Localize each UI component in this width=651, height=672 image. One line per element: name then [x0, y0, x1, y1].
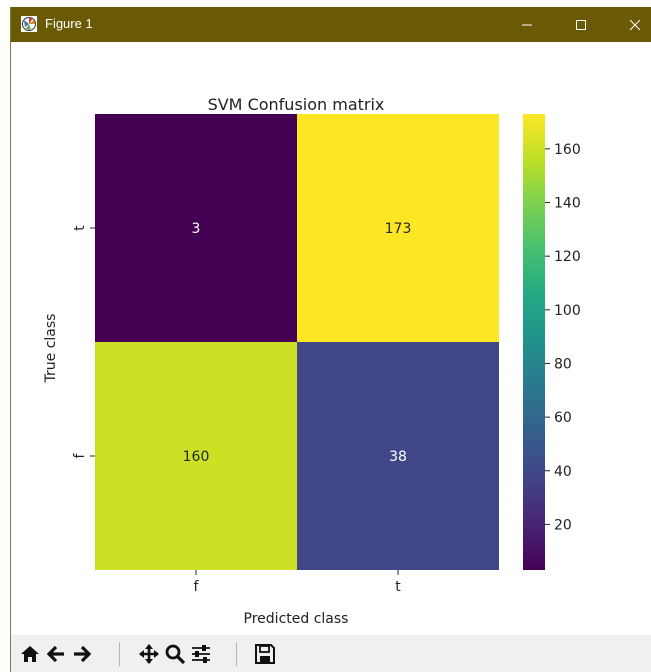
- x-tick-label: f: [194, 579, 200, 595]
- y-axis-label: True class: [43, 314, 59, 384]
- forward-button[interactable]: [69, 641, 95, 667]
- colorbar-tick-label: 80: [554, 356, 572, 372]
- title-bar[interactable]: Figure 1: [11, 7, 651, 42]
- colorbar-tick-label: 60: [554, 410, 572, 426]
- minimize-button[interactable]: [502, 7, 552, 42]
- arrow-right-icon: [74, 645, 92, 663]
- chart-title: SVM Confusion matrix: [208, 95, 385, 114]
- close-icon: [629, 19, 641, 30]
- cell-value-label: 173: [385, 221, 412, 237]
- colorbar-tick-label: 20: [554, 517, 572, 533]
- close-button[interactable]: [610, 7, 651, 42]
- y-tick-label: f: [72, 452, 88, 458]
- magnifier-icon: [165, 644, 186, 665]
- home-button[interactable]: [17, 641, 43, 667]
- cell-value-label: 3: [192, 221, 201, 237]
- heatmap-cell: [95, 114, 297, 342]
- figure-window: Figure 1: [10, 7, 651, 672]
- back-button[interactable]: [43, 641, 69, 667]
- cell-value-label: 38: [389, 449, 407, 465]
- toolbar-separator: [119, 642, 120, 666]
- maximize-icon: [576, 19, 586, 30]
- configure-subplots-button[interactable]: [188, 641, 214, 667]
- colorbar-tick-label: 160: [554, 142, 581, 158]
- colorbar-tick-label: 120: [554, 249, 581, 265]
- figure-canvas[interactable]: SVM Confusion matrix 3 173 160 38 f t t f Pred…: [11, 42, 651, 635]
- zoom-button[interactable]: [162, 641, 188, 667]
- sliders-icon: [192, 645, 210, 663]
- minimize-icon: [522, 24, 532, 25]
- arrow-left-icon: [46, 645, 64, 663]
- home-icon: [21, 646, 39, 662]
- heatmap-cell: [297, 114, 499, 342]
- save-button[interactable]: [252, 641, 278, 667]
- confusion-matrix-chart: SVM Confusion matrix 3 173 160 38 f t t f Pred…: [43, 95, 581, 627]
- colorbar: [523, 114, 545, 570]
- colorbar-tick-label: 100: [554, 303, 581, 319]
- x-tick-label: t: [395, 579, 401, 595]
- maximize-button[interactable]: [556, 7, 606, 42]
- toolbar-separator: [236, 642, 237, 666]
- colorbar-tick-label: 40: [554, 464, 572, 480]
- navigation-toolbar: [11, 635, 651, 672]
- matplotlib-logo-icon: [21, 16, 37, 32]
- heatmap-cell: [297, 342, 499, 570]
- window-title: Figure 1: [45, 16, 93, 31]
- heatmap-cell: [95, 342, 297, 570]
- y-tick-label: t: [72, 225, 88, 231]
- cell-value-label: 160: [183, 449, 210, 465]
- move-icon: [139, 644, 159, 664]
- pan-button[interactable]: [136, 641, 162, 667]
- colorbar-tick-label: 140: [554, 196, 581, 212]
- x-axis-label: Predicted class: [244, 611, 349, 627]
- floppy-disk-icon: [255, 644, 275, 664]
